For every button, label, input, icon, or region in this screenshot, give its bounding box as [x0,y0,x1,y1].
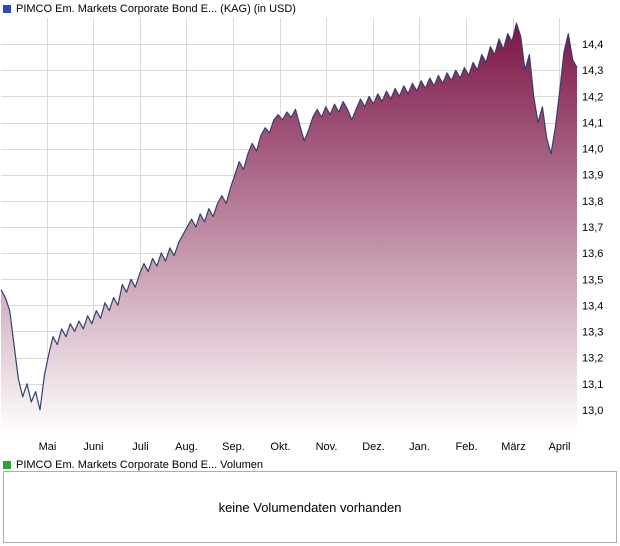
x-axis-label: März [501,441,525,453]
y-axis-label: 13,6 [582,248,603,260]
price-series-title: PIMCO Em. Markets Corporate Bond E... (K… [16,3,296,15]
x-axis-label: Juli [132,441,149,453]
x-axis-label: Nov. [316,441,338,453]
x-axis-label: Jan. [409,441,430,453]
volume-series-title: PIMCO Em. Markets Corporate Bond E... Vo… [16,459,263,471]
y-axis-label: 13,1 [582,379,603,391]
x-axis-label: April [548,441,570,453]
price-area [1,23,577,436]
volume-panel: keine Volumendaten vorhanden [3,471,617,543]
y-axis-label: 13,0 [582,405,603,417]
x-axis-label: Mai [39,441,57,453]
volume-series-marker [3,461,11,469]
y-axis-label: 13,5 [582,274,603,286]
no-volume-message: keine Volumendaten vorhanden [218,499,402,515]
y-axis-label: 13,8 [582,196,603,208]
x-axis-label: Dez. [362,441,385,453]
price-legend: PIMCO Em. Markets Corporate Bond E... (K… [3,3,296,15]
x-axis-label: Sep. [222,441,245,453]
y-axis-label: 14,1 [582,118,603,130]
price-chart: Mai Juni Juli Aug. Sep. Okt. Nov. Dez. Jan. Feb. M… [0,18,603,453]
price-series-marker [3,5,11,13]
x-axis-label: Feb. [455,441,477,453]
x-axis-label: Aug. [175,441,198,453]
y-axis-label: 13,9 [582,170,603,182]
y-axis-label: 14,4 [582,39,603,51]
price-line [0,22,578,411]
y-axis-label: 13,2 [582,353,603,365]
y-axis-label: 14,0 [582,144,603,156]
y-axis-label: 13,3 [582,327,603,339]
volume-legend: PIMCO Em. Markets Corporate Bond E... Vo… [3,459,263,471]
x-axis-label: Juni [83,441,103,453]
y-axis-label: 14,2 [582,91,603,103]
y-axis-label: 13,7 [582,222,603,234]
y-axis-label: 13,4 [582,300,603,312]
y-axis-label: 14,3 [582,65,603,77]
x-axis-label: Okt. [270,441,290,453]
